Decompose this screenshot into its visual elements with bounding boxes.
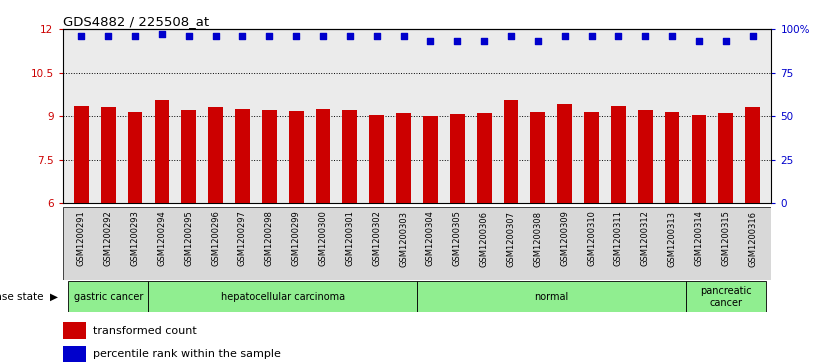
Text: GDS4882 / 225508_at: GDS4882 / 225508_at [63, 15, 208, 28]
Bar [611, 106, 626, 203]
Bar [208, 107, 223, 203]
Text: GSM1200302: GSM1200302 [372, 211, 381, 266]
Text: GSM1200300: GSM1200300 [319, 211, 328, 266]
Text: GSM1200313: GSM1200313 [667, 211, 676, 266]
Text: GSM1200311: GSM1200311 [614, 211, 623, 266]
Text: GSM1200305: GSM1200305 [453, 211, 462, 266]
Text: hepatocellular carcinoma: hepatocellular carcinoma [221, 292, 344, 302]
Point [450, 38, 464, 44]
Point [182, 33, 195, 39]
Text: transformed count: transformed count [93, 326, 196, 336]
Text: gastric cancer: gastric cancer [73, 292, 143, 302]
Bar [101, 107, 116, 203]
Text: GSM1200301: GSM1200301 [345, 211, 354, 266]
Bar [74, 106, 88, 203]
Text: normal: normal [534, 292, 569, 302]
Bar [128, 112, 143, 203]
Point [209, 33, 223, 39]
Point [531, 38, 545, 44]
Bar [262, 110, 277, 203]
Bar [68, 281, 148, 312]
Bar [557, 104, 572, 203]
Text: GSM1200292: GSM1200292 [103, 211, 113, 266]
Bar [289, 111, 304, 203]
Point [102, 33, 115, 39]
Bar [396, 113, 411, 203]
Bar [315, 109, 330, 203]
Bar [181, 110, 196, 203]
Point [128, 33, 142, 39]
Point [611, 33, 625, 39]
Point [585, 33, 598, 39]
Bar [148, 281, 417, 312]
Bar [63, 207, 771, 280]
Point [719, 38, 732, 44]
Point [155, 31, 168, 37]
Point [424, 38, 437, 44]
Point [505, 33, 518, 39]
Text: GSM1200309: GSM1200309 [560, 211, 569, 266]
Text: GSM1200295: GSM1200295 [184, 211, 193, 266]
Text: GSM1200306: GSM1200306 [480, 211, 489, 266]
Bar [235, 109, 250, 203]
Bar [63, 322, 86, 339]
Point [316, 33, 329, 39]
Text: GSM1200296: GSM1200296 [211, 211, 220, 266]
Bar [638, 110, 653, 203]
Text: GSM1200315: GSM1200315 [721, 211, 731, 266]
Point [639, 33, 652, 39]
Bar [504, 100, 519, 203]
Bar [369, 115, 384, 203]
Text: GSM1200299: GSM1200299 [292, 211, 301, 266]
Bar [718, 113, 733, 203]
Text: GSM1200294: GSM1200294 [158, 211, 167, 266]
Text: pancreatic
cancer: pancreatic cancer [700, 286, 751, 307]
Text: GSM1200316: GSM1200316 [748, 211, 757, 266]
Bar [417, 281, 686, 312]
Text: GSM1200291: GSM1200291 [77, 211, 86, 266]
Point [397, 33, 410, 39]
Point [746, 33, 759, 39]
Text: GSM1200298: GSM1200298 [265, 211, 274, 266]
Bar [691, 115, 706, 203]
Bar [584, 112, 599, 203]
Point [289, 33, 303, 39]
Bar [450, 114, 465, 203]
Text: GSM1200297: GSM1200297 [238, 211, 247, 266]
Bar [477, 113, 491, 203]
Text: disease state  ▶: disease state ▶ [0, 292, 58, 302]
Text: GSM1200304: GSM1200304 [426, 211, 435, 266]
Text: GSM1200293: GSM1200293 [131, 211, 139, 266]
Point [666, 33, 679, 39]
Point [75, 33, 88, 39]
Point [477, 38, 490, 44]
Text: GSM1200307: GSM1200307 [506, 211, 515, 266]
Point [263, 33, 276, 39]
Text: percentile rank within the sample: percentile rank within the sample [93, 349, 280, 359]
Point [558, 33, 571, 39]
Bar [530, 112, 545, 203]
Text: GSM1200310: GSM1200310 [587, 211, 596, 266]
Bar [343, 110, 357, 203]
Bar [423, 116, 438, 203]
Text: GSM1200303: GSM1200303 [399, 211, 408, 266]
Text: GSM1200312: GSM1200312 [641, 211, 650, 266]
Text: GSM1200314: GSM1200314 [695, 211, 703, 266]
Point [236, 33, 249, 39]
Bar [686, 281, 766, 312]
Bar [665, 112, 680, 203]
Point [692, 38, 706, 44]
Bar [154, 100, 169, 203]
Point [370, 33, 384, 39]
Bar [63, 346, 86, 362]
Point [344, 33, 357, 39]
Text: GSM1200308: GSM1200308 [533, 211, 542, 266]
Bar [746, 107, 760, 203]
